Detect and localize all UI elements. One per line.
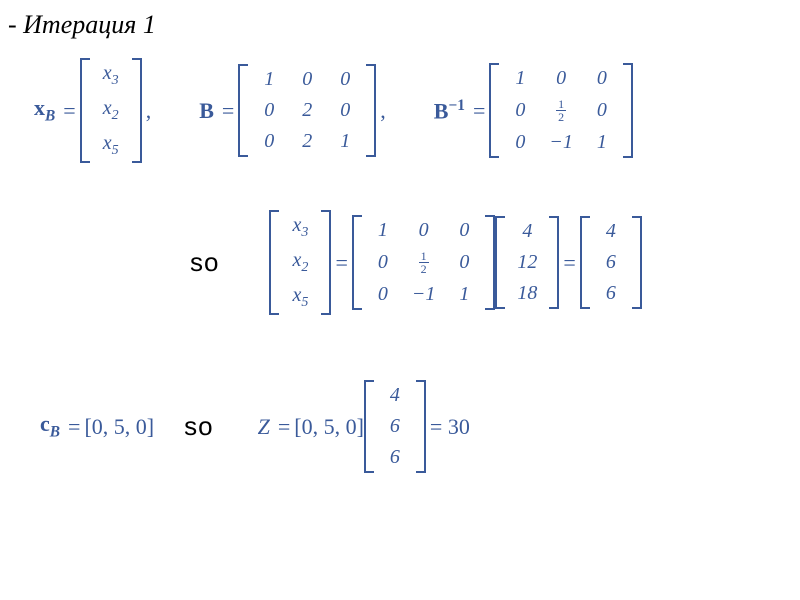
xB-vector: x3x2x5 <box>80 58 142 163</box>
comma-1: , <box>146 98 152 124</box>
equation-line-2: so x3x2x5 = 100 0120 0−11 41218 = 466 <box>190 210 642 315</box>
Binv-matrix: 100 0120 0−11 <box>489 63 633 158</box>
so-label-1: so <box>190 247 219 278</box>
cB-vector: [0, 5, 0] <box>84 414 154 440</box>
Z-rowvec: [0, 5, 0] <box>294 414 364 440</box>
eq-sign-4: = <box>335 250 347 276</box>
lhs-vector: x3x2x5 <box>269 210 331 315</box>
so-label-2: so <box>184 411 213 442</box>
Z-symbol: Z <box>258 414 270 440</box>
eq-sign: = <box>63 98 75 124</box>
iteration-title: - Итерация 1 <box>8 10 156 40</box>
M-matrix: 100 0120 0−11 <box>352 215 496 310</box>
eq-sign-3: = <box>473 98 485 124</box>
eq-sign-5: = <box>563 250 575 276</box>
eq-sign-6: = <box>68 414 80 440</box>
equation-line-3: cB = [0, 5, 0] so Z = [0, 5, 0] 466 = 30 <box>36 380 474 473</box>
b-vector: 41218 <box>495 216 559 309</box>
equation-line-1: xB = x3x2x5 , B = 100 020 021 , B−1 = 10… <box>30 58 633 163</box>
cB-symbol: cB <box>40 411 60 441</box>
result-vector: 466 <box>580 216 642 309</box>
B-symbol: B <box>199 98 214 124</box>
Z-colvec: 466 <box>364 380 426 473</box>
comma-2: , <box>380 98 386 124</box>
B-matrix: 100 020 021 <box>238 64 376 157</box>
Z-result: = 30 <box>430 414 470 440</box>
eq-sign-2: = <box>222 98 234 124</box>
xB-symbol: xB <box>34 95 55 125</box>
Binv-symbol: B−1 <box>434 97 465 124</box>
eq-sign-7: = <box>278 414 290 440</box>
